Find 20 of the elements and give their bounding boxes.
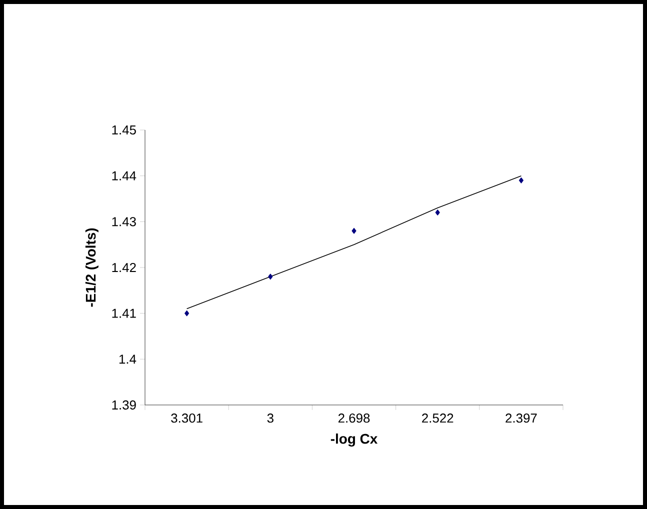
x-tick-label: 2.522 (422, 414, 454, 423)
x-tick-label: 2.698 (338, 414, 370, 423)
y-tick-label: 1.41 (112, 308, 136, 318)
y-axis-title: -E1/2 (Volts) (85, 228, 98, 307)
point (435, 210, 440, 216)
x-tick-label: 2.397 (506, 414, 537, 423)
y-tick-label: 1.39 (112, 400, 136, 410)
point (518, 178, 524, 184)
line-series (186, 175, 522, 310)
point (268, 274, 273, 280)
y-tick-label: 1.43 (112, 217, 136, 226)
point (352, 228, 356, 234)
y-tick-label: 1.4 (119, 354, 136, 364)
y-tick-label: 1.45 (112, 125, 136, 135)
point (184, 310, 190, 316)
x-tick-label: 3.301 (171, 414, 202, 423)
x-tick-label: 3 (267, 414, 274, 423)
y-tick-label: 1.44 (112, 171, 136, 180)
y-tick-label: 1.42 (112, 262, 136, 272)
x-axis-title: -log Cx (330, 434, 378, 447)
